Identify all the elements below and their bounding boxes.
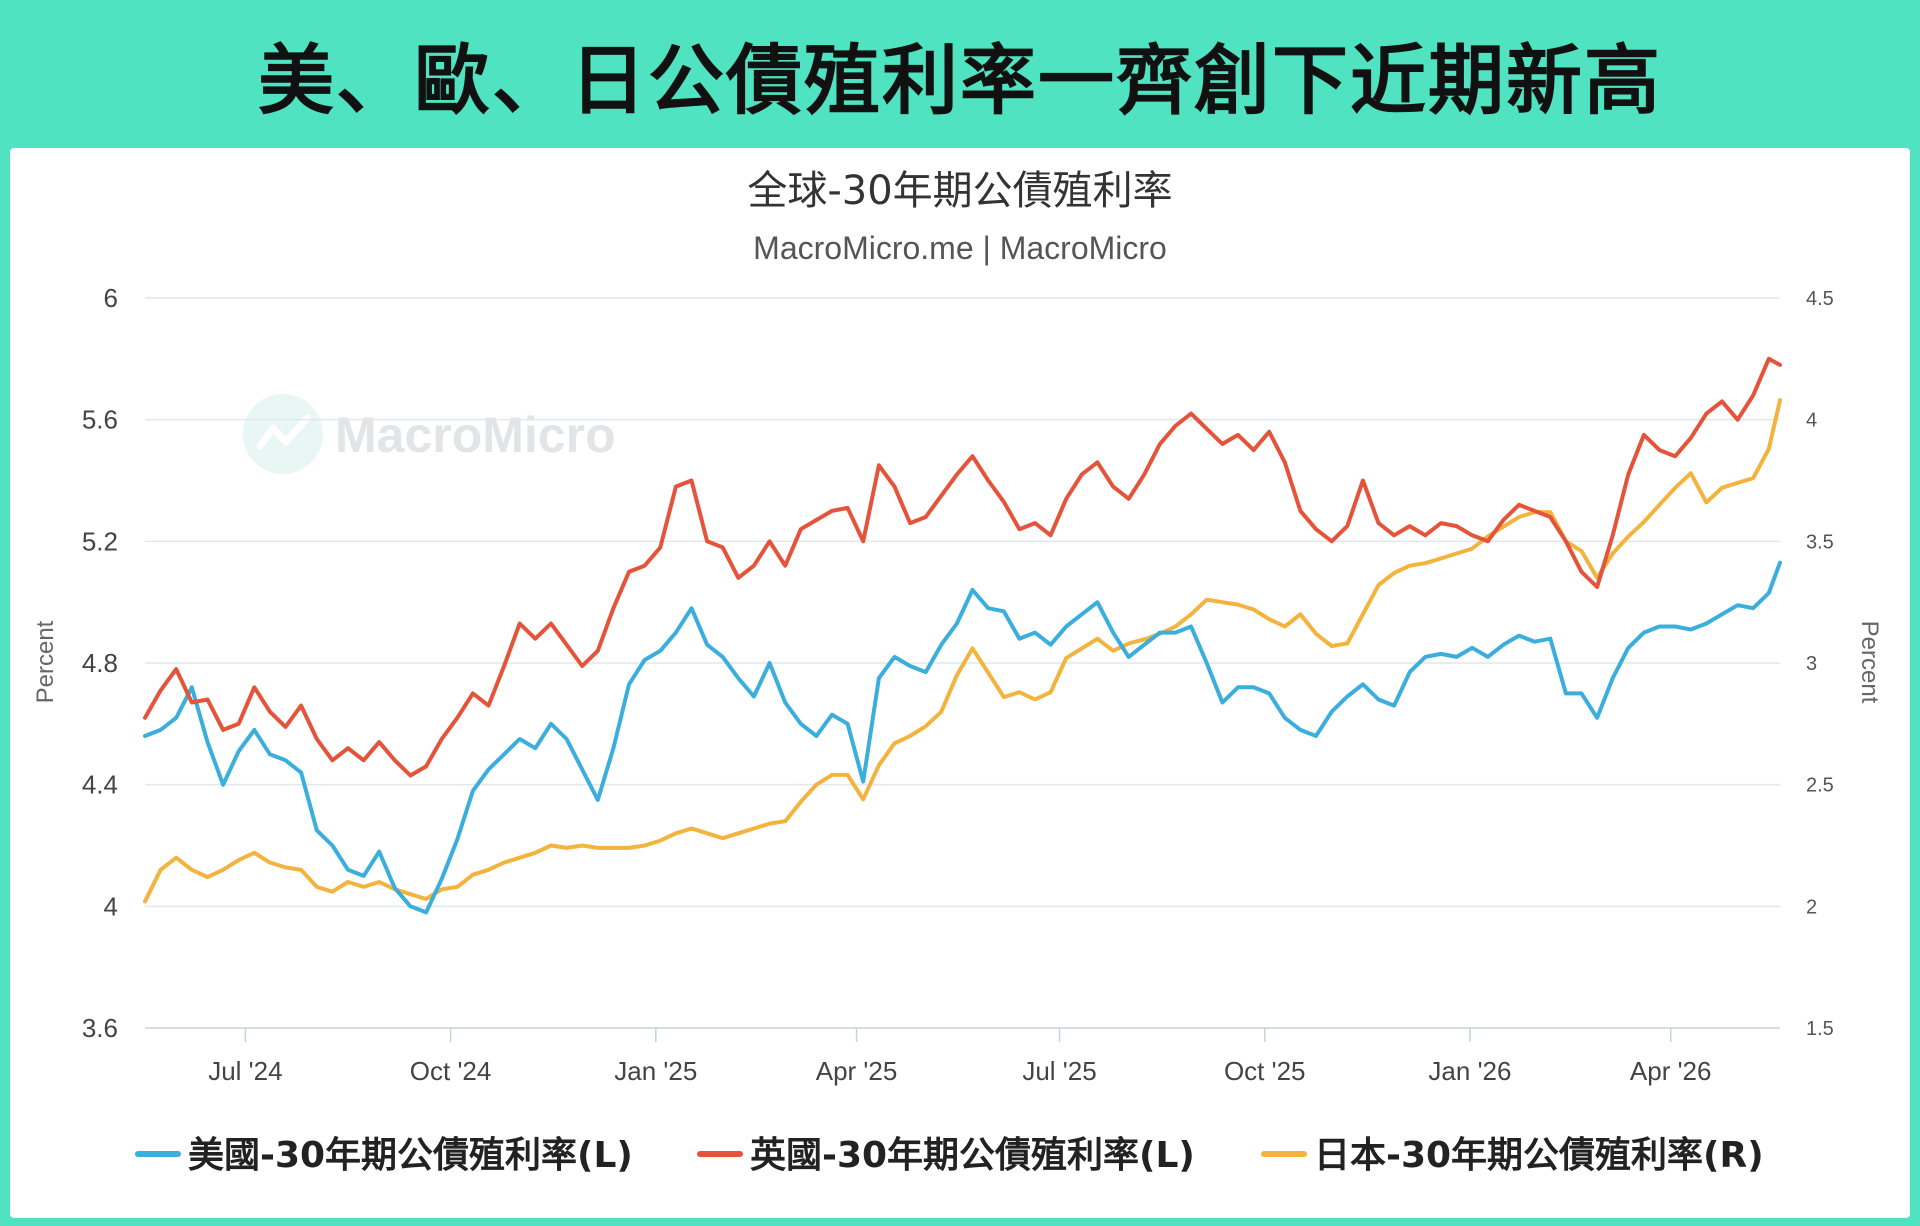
y-left-tick-label: 5.2 [82,526,118,556]
x-tick-label: Apr '25 [816,1056,898,1086]
chart-canvas: MacroMicro 全球-30年期公債殖利率 MacroMicro.me | … [32,168,1883,1176]
legend-item-1[interactable]: 英國-30年期公債殖利率(L) [697,1135,1195,1176]
y-left-tick-label: 4.8 [82,648,118,678]
y-left-tick-label: 3.6 [82,1013,118,1043]
y-axis-right: 1.5 2 2.5 3 3.5 4 4.5 [1806,288,1834,1040]
y-right-tick-label: 2.5 [1806,775,1834,797]
x-tick-label: Oct '25 [1224,1056,1306,1086]
x-tick-label: Oct '24 [410,1056,492,1086]
banner: 美、歐、日公債殖利率一齊創下近期新高 [0,0,1920,148]
x-tick-label: Jan '25 [614,1056,697,1086]
chart-subtitle: MacroMicro.me | MacroMicro [753,230,1167,266]
legend[interactable]: 美國-30年期公債殖利率(L) 英國-30年期公債殖利率(L) 日本-30年期公債殖… [135,1135,1764,1176]
legend-label: 英國-30年期公債殖利率(L) [750,1135,1195,1176]
chart-title: 全球-30年期公債殖利率 [747,168,1172,214]
y-left-tick-label: 4 [104,891,118,921]
watermark-text: MacroMicro [335,407,616,463]
y-axis-left-title: Percent [32,620,59,703]
y-right-tick-label: 3.5 [1806,531,1834,553]
y-left-tick-label: 5.6 [82,405,118,435]
y-right-tick-label: 3 [1806,653,1817,675]
x-tick-label: Jul '24 [208,1056,282,1086]
y-right-tick-label: 4.5 [1806,288,1834,310]
x-tick-label: Jul '25 [1022,1056,1096,1086]
y-axis-right-title: Percent [1856,621,1883,704]
x-axis: Jul '24 Oct '24 Jan '25 Apr '25 Jul '25 Oct '… [208,1028,1711,1086]
legend-item-0[interactable]: 美國-30年期公債殖利率(L) [135,1135,633,1176]
x-tick-label: Apr '26 [1630,1056,1712,1086]
series-line-1 [143,356,1782,778]
banner-title: 美、歐、日公債殖利率一齊創下近期新高 [258,36,1662,125]
x-tick-label: Jan '26 [1428,1056,1511,1086]
y-axis-left: 3.6 4 4.4 4.8 5.2 5.6 6 [82,283,118,1043]
legend-label: 美國-30年期公債殖利率(L) [188,1135,633,1176]
legend-label: 日本-30年期公債殖利率(R) [1314,1135,1764,1176]
watermark-logo-mark [256,414,311,450]
legend-item-2[interactable]: 日本-30年期公債殖利率(R) [1261,1135,1764,1176]
y-left-tick-label: 6 [104,283,118,313]
chart-panel: MacroMicro 全球-30年期公債殖利率 MacroMicro.me | … [10,148,1910,1218]
series-line-2 [143,398,1782,904]
y-right-tick-label: 4 [1806,410,1817,432]
series-line-0 [143,560,1782,915]
series-lines [143,356,1782,915]
watermark: MacroMicro [243,394,616,474]
y-left-tick-label: 4.4 [82,770,118,800]
y-right-tick-label: 2 [1806,896,1817,918]
y-right-tick-label: 1.5 [1806,1018,1834,1040]
